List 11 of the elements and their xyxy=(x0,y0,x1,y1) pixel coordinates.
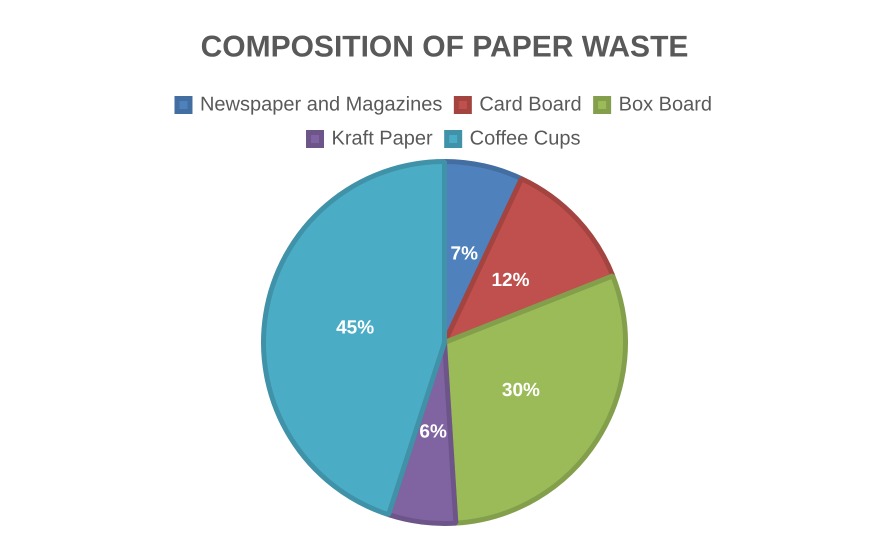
legend-label: Kraft Paper xyxy=(332,128,434,150)
data-label: 45% xyxy=(336,318,374,339)
chart-title: COMPOSITION OF PAPER WASTE xyxy=(200,30,688,64)
legend-label: Box Board xyxy=(618,94,712,116)
legend-label: Coffee Cups xyxy=(470,128,580,150)
data-label: 7% xyxy=(450,243,478,264)
data-label: 6% xyxy=(419,422,447,443)
legend-label: Newspaper and Magazines xyxy=(200,94,442,116)
data-label: 12% xyxy=(491,270,530,291)
data-label: 30% xyxy=(502,380,540,402)
legend-label: Card Board xyxy=(479,94,582,116)
